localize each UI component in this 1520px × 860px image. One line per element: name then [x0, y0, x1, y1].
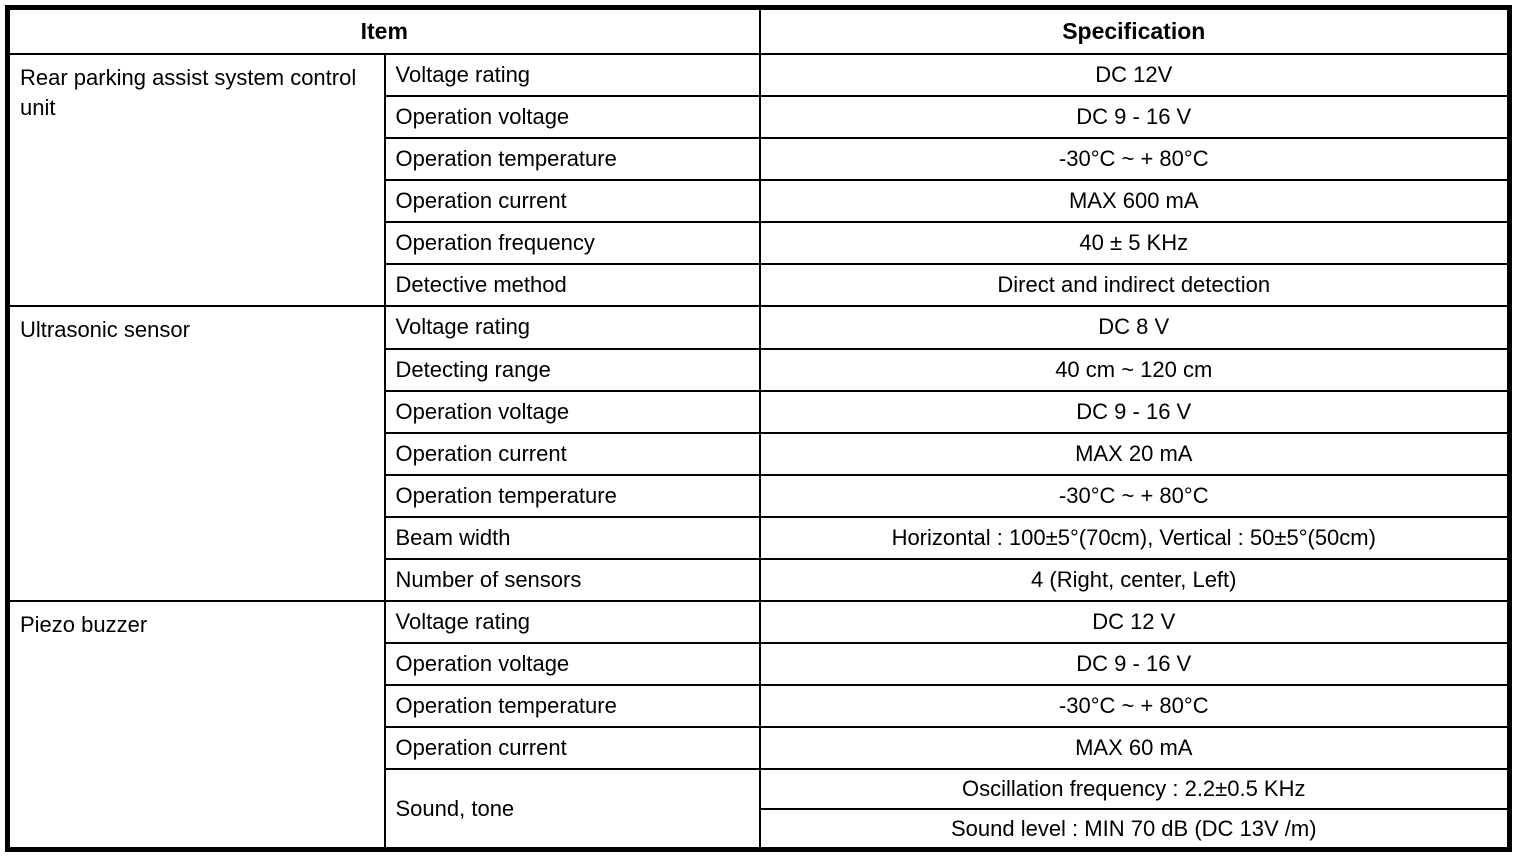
item-cell: Voltage rating	[383, 599, 761, 644]
table-row: Rear parking assist system control unit …	[6, 53, 1511, 308]
table-row: Operation current MAX 600 mA	[8, 179, 1511, 224]
header-item: Item	[6, 6, 761, 56]
spec-cell: MAX 60 mA	[758, 726, 1511, 771]
item-cell: Operation frequency	[383, 221, 761, 266]
spec-cell: -30°C ~ + 80°C	[758, 473, 1511, 518]
table-row: Piezo buzzer Voltage rating DC 12 V	[6, 599, 1511, 851]
item-cell: Voltage rating	[383, 53, 761, 98]
spec-cell: DC 12 V	[758, 599, 1511, 644]
spec-cell: DC 8 V	[758, 305, 1511, 350]
spec-cell: -30°C ~ + 80°C	[758, 684, 1511, 729]
spec-cell: DC 9 - 16 V	[758, 95, 1511, 140]
item-cell-sound-tone: Sound, tone	[383, 768, 761, 851]
table-row: Operation voltage DC 9 - 16 V	[8, 641, 1511, 687]
spec-cell: DC 9 - 16 V	[758, 389, 1511, 434]
table-row: Operation current MAX 20 mA	[8, 431, 1511, 476]
table-row: Operation frequency 40 ± 5 KHz	[8, 221, 1511, 266]
table-row: Detecting range 40 cm ~ 120 cm	[8, 347, 1511, 392]
table-row: Detective method Direct and indirect det…	[8, 263, 1511, 308]
table-row: Operation voltage DC 9 - 16 V	[8, 95, 1511, 140]
item-cell: Voltage rating	[383, 305, 761, 350]
item-cell: Operation temperature	[383, 684, 761, 729]
group-cell-control-unit: Rear parking assist system control unit	[6, 53, 386, 308]
table-row: Operation voltage DC 9 - 16 V	[8, 389, 1511, 434]
table-header-row: Item Specification	[6, 6, 1511, 56]
spec-cell: Sound level : MIN 70 dB (DC 13V /m)	[758, 808, 1511, 851]
item-cell: Operation temperature	[383, 473, 761, 518]
spec-cell: 40 cm ~ 120 cm	[758, 347, 1511, 392]
item-cell: Detective method	[383, 263, 761, 308]
spec-cell: 40 ± 5 KHz	[758, 221, 1511, 266]
item-cell: Beam width	[383, 515, 761, 560]
group-cell-ultrasonic-sensor: Ultrasonic sensor	[6, 305, 386, 602]
spec-cell: DC 9 - 16 V	[758, 641, 1511, 687]
table-row: Operation temperature -30°C ~ + 80°C	[8, 473, 1511, 518]
item-cell: Operation voltage	[383, 641, 761, 687]
table-row: Beam width Horizontal : 100±5°(70cm), Ve…	[8, 515, 1511, 560]
spec-cell: Oscillation frequency : 2.2±0.5 KHz	[758, 768, 1511, 811]
spec-cell: Horizontal : 100±5°(70cm), Vertical : 50…	[758, 515, 1511, 560]
item-cell: Operation current	[383, 431, 761, 476]
item-cell: Detecting range	[383, 347, 761, 392]
table-row: Operation temperature -30°C ~ + 80°C	[8, 684, 1511, 729]
item-cell: Operation temperature	[383, 137, 761, 182]
spec-cell: Direct and indirect detection	[758, 263, 1511, 308]
spec-cell: DC 12V	[758, 53, 1511, 98]
table-row: Sound level : MIN 70 dB (DC 13V /m)	[8, 808, 1511, 851]
item-cell: Operation voltage	[383, 95, 761, 140]
spec-cell: -30°C ~ + 80°C	[758, 137, 1511, 182]
table-row: Operation current MAX 60 mA	[8, 726, 1511, 771]
item-cell: Operation voltage	[383, 389, 761, 434]
item-cell: Operation current	[383, 726, 761, 771]
table-row: Operation temperature -30°C ~ + 80°C	[8, 137, 1511, 182]
group-cell-piezo-buzzer: Piezo buzzer	[6, 599, 386, 851]
table-row: Sound, tone Oscillation frequency : 2.2±…	[8, 768, 1511, 851]
spec-cell: MAX 20 mA	[758, 431, 1511, 476]
spec-cell: MAX 600 mA	[758, 179, 1511, 224]
header-specification: Specification	[758, 6, 1511, 56]
item-cell: Number of sensors	[383, 557, 761, 602]
table-row: Ultrasonic sensor Voltage rating DC 8 V	[6, 305, 1511, 602]
spec-cell: 4 (Right, center, Left)	[758, 557, 1511, 602]
table-row: Number of sensors 4 (Right, center, Left…	[8, 557, 1511, 602]
specification-table: Item Specification Rear parking assist s…	[5, 5, 1513, 852]
item-cell: Operation current	[383, 179, 761, 224]
